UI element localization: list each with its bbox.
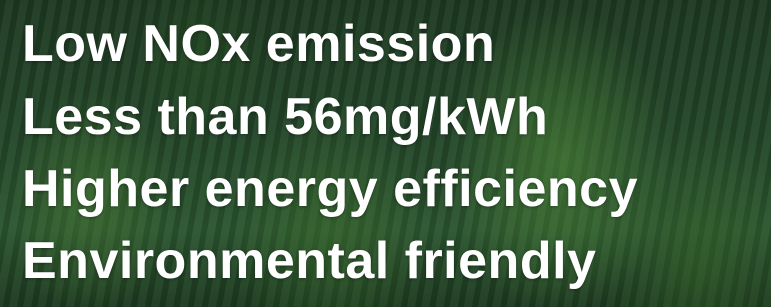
feature-line: Less than 56mg/kWh: [22, 87, 548, 147]
feature-line: Low NOx emission: [22, 14, 495, 74]
feature-line: Environmental friendly: [22, 231, 596, 291]
banner: Low NOx emission Less than 56mg/kWh High…: [0, 0, 771, 307]
feature-line: Higher energy efficiency: [22, 159, 638, 219]
